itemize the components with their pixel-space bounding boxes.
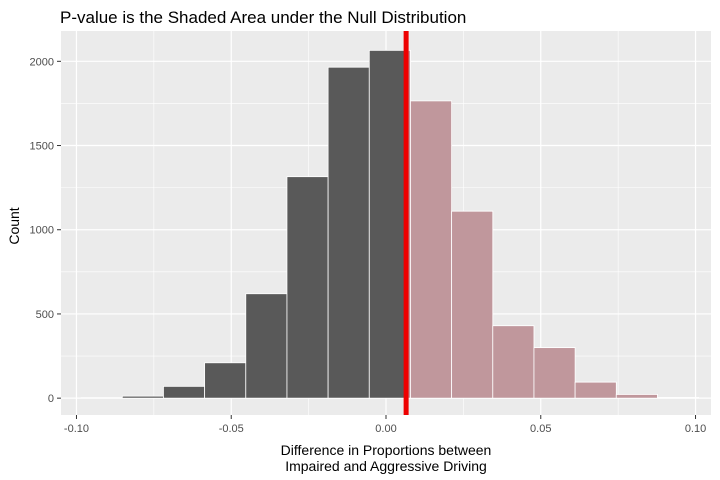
x-tick-label: -0.10: [64, 423, 89, 435]
y-tick-label: 1500: [30, 141, 54, 153]
histogram-bar: [286, 176, 329, 399]
histogram-bar: [204, 362, 247, 399]
y-axis-label: Count: [6, 207, 22, 244]
y-tick-label: 0: [48, 393, 54, 405]
shaded-bar: [615, 394, 658, 399]
x-tick-label: 0.05: [530, 423, 551, 435]
x-axis-label-line-2: Impaired and Aggressive Driving: [285, 458, 487, 474]
y-tick-label: 2000: [30, 56, 54, 68]
histogram-bar: [245, 293, 288, 399]
x-tick-label: 0.10: [685, 423, 706, 435]
shaded-bar: [533, 347, 576, 399]
x-axis-label-line-1: Difference in Proportions between: [281, 442, 492, 458]
histogram-bar: [163, 385, 206, 399]
chart-title: P-value is the Shaded Area under the Nul…: [60, 8, 466, 27]
shaded-bar: [410, 100, 453, 399]
x-axis: -0.10 -0.05 0.00 0.05 0.10: [64, 415, 706, 435]
histogram-bar: [327, 66, 370, 399]
x-tick-label: 0.00: [375, 423, 396, 435]
histogram-bar: [80, 397, 123, 399]
y-tick-label: 1000: [30, 225, 54, 237]
x-tick-label: -0.05: [219, 423, 244, 435]
y-tick-label: 500: [36, 309, 54, 321]
histogram-bar: [121, 395, 164, 399]
y-axis: 0 500 1000 1500 2000: [30, 56, 61, 405]
shaded-bar: [657, 397, 700, 399]
shaded-bar: [451, 210, 494, 399]
shaded-bar: [574, 381, 617, 399]
shaded-bar: [492, 325, 535, 399]
